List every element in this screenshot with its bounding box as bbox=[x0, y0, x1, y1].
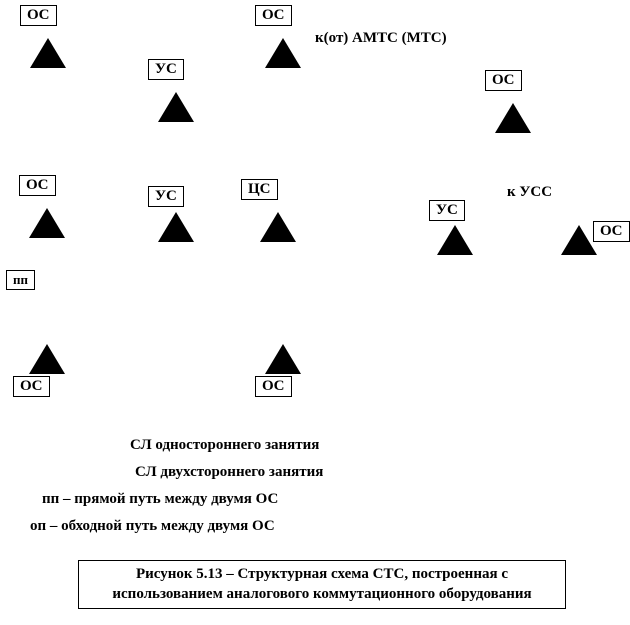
label-oc-topleft: OC bbox=[20, 5, 57, 26]
node-us-topmid bbox=[158, 92, 194, 122]
node-us-right bbox=[437, 225, 473, 255]
node-oc-topleft bbox=[30, 38, 66, 68]
annotation-pp: пп bbox=[6, 270, 35, 290]
label-oc-midleft: OC bbox=[19, 175, 56, 196]
label-cs-center: ЦС bbox=[241, 179, 278, 200]
triangle-icon bbox=[561, 225, 597, 255]
label-oc-bottomleft: OC bbox=[13, 376, 50, 397]
figure-caption: Рисунок 5.13 – Структурная схема СТС, по… bbox=[78, 560, 566, 609]
node-oc-bottomcenter bbox=[265, 344, 301, 374]
caption-line-2: использованием аналогового коммутационно… bbox=[112, 586, 531, 602]
label-us-topmid: УС bbox=[148, 59, 184, 80]
triangle-icon bbox=[158, 212, 194, 242]
legend-line-1: СЛ одностороннего занятия bbox=[130, 437, 319, 454]
node-oc-rightupper bbox=[495, 103, 531, 133]
legend-line-4: оп – обходной путь между двумя ОС bbox=[30, 518, 275, 535]
annotation-amtc: к(от) АМТС (МТС) bbox=[315, 30, 447, 47]
node-oc-farright bbox=[561, 225, 597, 255]
legend-line-3: пп – прямой путь между двумя ОС bbox=[42, 491, 278, 508]
legend-line-2: СЛ двухстороннего занятия bbox=[135, 464, 323, 481]
label-us-mid: УС bbox=[148, 186, 184, 207]
label-oc-topcenter: OC bbox=[255, 5, 292, 26]
annotation-kuss: к УСС bbox=[507, 184, 552, 201]
triangle-icon bbox=[29, 208, 65, 238]
node-oc-midleft bbox=[29, 208, 65, 238]
triangle-icon bbox=[30, 38, 66, 68]
triangle-icon bbox=[158, 92, 194, 122]
label-oc-rightupper: OC bbox=[485, 70, 522, 91]
triangle-icon bbox=[260, 212, 296, 242]
node-cs-center bbox=[260, 212, 296, 242]
label-us-right: УС bbox=[429, 200, 465, 221]
node-oc-topcenter bbox=[265, 38, 301, 68]
triangle-icon bbox=[29, 344, 65, 374]
node-oc-bottomleft bbox=[29, 344, 65, 374]
node-us-mid bbox=[158, 212, 194, 242]
triangle-icon bbox=[437, 225, 473, 255]
triangle-icon bbox=[265, 344, 301, 374]
triangle-icon bbox=[495, 103, 531, 133]
triangle-icon bbox=[265, 38, 301, 68]
label-oc-bottomcenter: OC bbox=[255, 376, 292, 397]
caption-line-1: Рисунок 5.13 – Структурная схема СТС, по… bbox=[136, 566, 508, 582]
label-oc-farright: OC bbox=[593, 221, 630, 242]
